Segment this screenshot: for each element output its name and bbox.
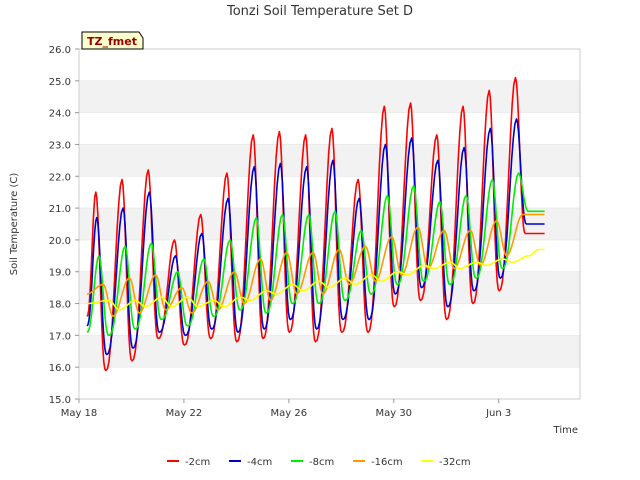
x-tick-label: May 30 — [375, 408, 412, 419]
x-tick-label: Jun 3 — [485, 408, 511, 419]
series-layer — [86, 76, 545, 372]
y-tick-label: 20.0 — [49, 236, 71, 247]
grid-band — [79, 335, 580, 368]
y-tick-label: 24.0 — [49, 109, 71, 120]
y-tick-label: 23.0 — [49, 140, 71, 151]
x-axis-label: Time — [553, 425, 578, 436]
y-tick-label: 15.0 — [49, 395, 71, 406]
y-tick-label: 17.0 — [49, 331, 71, 342]
x-tick-label: May 26 — [271, 408, 308, 419]
site-badge: TZ_fmet — [81, 31, 144, 50]
plot-frame — [78, 48, 581, 400]
legend-label: -16cm — [371, 457, 403, 468]
y-tick-label: 18.0 — [49, 300, 71, 311]
series-line-4cm — [86, 118, 545, 356]
x-tick-label: May 22 — [166, 408, 203, 419]
site-badge-label: TZ_fmet — [87, 35, 137, 48]
y-tick-label: 26.0 — [49, 45, 71, 56]
axes: 15.0 16.0 17.0 18.0 19.0 20.0 21.0 22.0 23.0 24.0… — [49, 45, 581, 419]
y-axis-label: Soil Temperature (C) — [9, 173, 20, 276]
legend-label: -4cm — [247, 457, 272, 468]
legend-label: -8cm — [309, 457, 334, 468]
y-tick-label: 21.0 — [49, 204, 71, 215]
legend: -2cm -4cm -8cm -16cm -32cm — [167, 457, 471, 468]
grid-bands — [79, 49, 580, 400]
series-line-16cm — [86, 213, 545, 318]
grid-band — [79, 80, 580, 113]
series-line-32cm — [86, 248, 545, 311]
legend-label: -32cm — [439, 457, 471, 468]
series-line-2cm — [86, 76, 545, 372]
legend-label: -2cm — [185, 457, 210, 468]
series-line-8cm — [86, 172, 545, 337]
y-tick-label: 25.0 — [49, 77, 71, 88]
y-tick-label: 22.0 — [49, 172, 71, 183]
y-tick-label: 16.0 — [49, 363, 71, 374]
x-tick-label: May 18 — [61, 408, 98, 419]
chart-title: Tonzi Soil Temperature Set D — [226, 4, 413, 19]
y-tick-label: 19.0 — [49, 268, 71, 279]
